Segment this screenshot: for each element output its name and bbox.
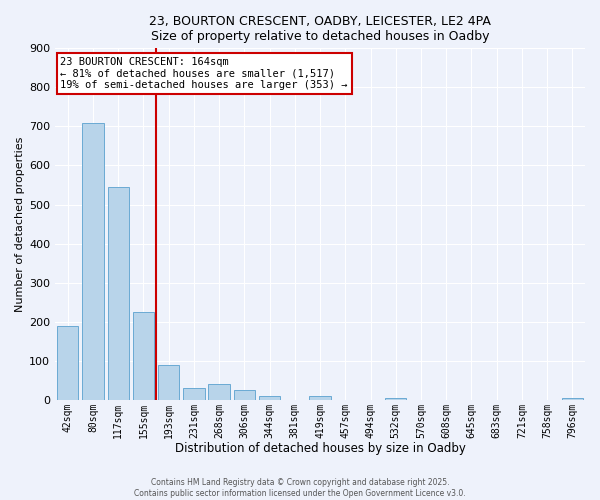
Bar [310, 396, 331, 400]
X-axis label: Distribution of detached houses by size in Oadby: Distribution of detached houses by size … [175, 442, 466, 455]
Text: Contains HM Land Registry data © Crown copyright and database right 2025.
Contai: Contains HM Land Registry data © Crown c… [134, 478, 466, 498]
Y-axis label: Number of detached properties: Number of detached properties [15, 136, 25, 312]
Bar [57, 326, 79, 400]
Title: 23, BOURTON CRESCENT, OADBY, LEICESTER, LE2 4PA
Size of property relative to det: 23, BOURTON CRESCENT, OADBY, LEICESTER, … [149, 15, 491, 43]
Bar [208, 384, 230, 400]
Text: 23 BOURTON CRESCENT: 164sqm
← 81% of detached houses are smaller (1,517)
19% of : 23 BOURTON CRESCENT: 164sqm ← 81% of det… [61, 57, 348, 90]
Bar [183, 388, 205, 400]
Bar [133, 312, 154, 400]
Bar [259, 396, 280, 400]
Bar [158, 364, 179, 400]
Bar [233, 390, 255, 400]
Bar [562, 398, 583, 400]
Bar [107, 187, 129, 400]
Bar [82, 122, 104, 400]
Bar [385, 398, 406, 400]
